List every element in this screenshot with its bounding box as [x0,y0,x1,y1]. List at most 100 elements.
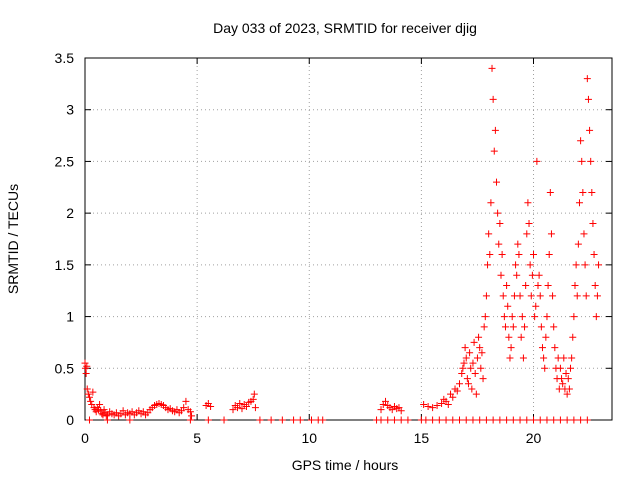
data-point [509,416,517,424]
data-point [497,271,505,279]
data-point [527,292,535,300]
data-point [574,240,582,248]
data-point [296,416,304,424]
x-axis-label: GPS time / hours [292,457,399,473]
data-point [587,157,595,165]
data-point [238,405,246,413]
x-tick-label: 0 [81,430,89,446]
data-point [572,261,580,269]
data-point [495,240,503,248]
data-point [249,395,257,403]
data-point [491,126,499,134]
data-point [487,199,495,207]
data-point [449,416,457,424]
data-point [250,390,258,398]
data-point [188,412,196,420]
data-point [496,219,504,227]
data-point [521,323,529,331]
data-point [565,385,573,393]
data-point [433,402,441,410]
data-point [256,416,264,424]
data-point [377,406,385,414]
data-point [467,364,475,372]
data-point [490,147,498,155]
data-point [569,333,577,341]
data-point [593,292,601,300]
data-point [512,261,520,269]
data-point [504,302,512,310]
data-point [485,230,493,238]
data-point [534,282,542,290]
data-point [473,354,481,362]
data-point [462,354,470,362]
data-point [562,369,570,377]
data-point [207,403,215,411]
data-point [468,385,476,393]
data-point [481,313,489,321]
data-point [541,364,549,372]
x-tick-label: 5 [193,430,201,446]
data-point [503,416,511,424]
data-point [486,251,494,259]
data-point [567,364,575,372]
data-point [507,344,515,352]
data-point [558,375,566,383]
x-tick-label: 20 [526,430,542,446]
data-point [126,416,134,424]
y-tick-label: 1.5 [55,257,75,273]
data-point [442,416,450,424]
data-point [584,95,592,103]
data-point [478,349,486,357]
data-point [456,416,464,424]
data-point [496,416,504,424]
data-point [83,385,91,393]
y-tick-label: 1 [66,309,74,325]
data-point [582,292,590,300]
data-point [556,416,564,424]
data-point [537,323,545,331]
data-point [471,369,479,377]
data-point [435,416,443,424]
data-point [319,416,327,424]
data-point [482,292,490,300]
data-point [489,95,497,103]
data-point [82,369,90,377]
data-point [464,380,472,388]
data-point [513,271,521,279]
data-point [479,375,487,383]
data-point [476,416,484,424]
data-point [186,416,194,424]
data-point [98,410,106,418]
data-point [592,313,600,321]
data-point [449,393,457,401]
data-point [528,271,536,279]
data-point [563,390,571,398]
data-point [438,399,446,407]
data-point [251,404,259,412]
data-point [532,302,540,310]
data-point [488,64,496,72]
data-point [517,333,525,341]
chart-title: Day 033 of 2023, SRMTID for receiver dji… [213,20,477,36]
data-point [186,408,194,416]
data-point [97,407,105,415]
data-point [516,416,524,424]
data-point [85,393,93,401]
data-point [85,416,93,424]
data-point [536,292,544,300]
data-point [583,75,591,83]
data-point [568,354,576,362]
data-point [543,416,551,424]
data-point [462,416,470,424]
data-point [546,188,554,196]
data-point [549,292,557,300]
data-point [506,354,514,362]
data-point [460,359,468,367]
data-point [519,354,527,362]
data-point [570,416,578,424]
data-point [544,282,552,290]
data-point [429,416,437,424]
data-point [571,282,579,290]
data-point [550,416,558,424]
data-point [536,416,544,424]
